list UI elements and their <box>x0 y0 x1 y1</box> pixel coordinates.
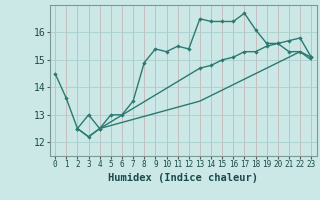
X-axis label: Humidex (Indice chaleur): Humidex (Indice chaleur) <box>108 173 258 183</box>
